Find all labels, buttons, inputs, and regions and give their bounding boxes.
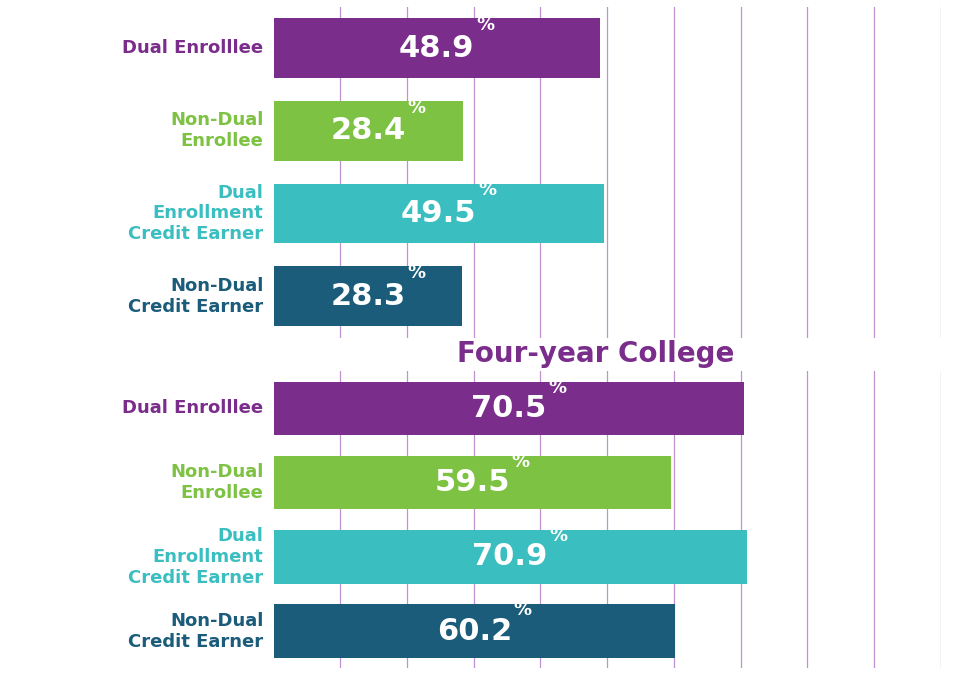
Bar (274, 604, 675, 658)
Text: Dual Enrolllee: Dual Enrolllee (123, 39, 264, 57)
Bar (274, 101, 463, 161)
Text: Non-Dual
Enrollee: Non-Dual Enrollee (170, 463, 264, 502)
Text: %: % (514, 601, 532, 620)
Text: 48.9: 48.9 (399, 34, 474, 63)
Text: %: % (408, 99, 426, 117)
Text: Dual
Enrollment
Credit Earner: Dual Enrollment Credit Earner (129, 184, 264, 243)
Text: %: % (407, 264, 425, 282)
Text: %: % (476, 16, 494, 34)
Text: %: % (512, 453, 530, 471)
Text: %: % (548, 379, 566, 397)
Text: Non-Dual
Enrollee: Non-Dual Enrollee (170, 111, 264, 150)
Text: 49.5: 49.5 (401, 199, 476, 228)
Text: 60.2: 60.2 (437, 617, 512, 645)
Bar (274, 184, 604, 243)
Text: 70.5: 70.5 (471, 394, 546, 423)
Text: 28.4: 28.4 (330, 116, 406, 145)
Bar (274, 381, 744, 435)
Text: 59.5: 59.5 (434, 468, 510, 497)
Text: %: % (549, 527, 567, 545)
Bar (274, 267, 463, 326)
Text: 28.3: 28.3 (330, 281, 405, 310)
Text: Dual
Enrollment
Credit Earner: Dual Enrollment Credit Earner (129, 527, 264, 587)
Bar (274, 456, 671, 510)
Text: Non-Dual
Credit Earner: Non-Dual Credit Earner (129, 612, 264, 651)
Bar (274, 530, 747, 584)
Text: 70.9: 70.9 (472, 543, 548, 571)
Text: %: % (478, 182, 496, 199)
Text: Four-year College: Four-year College (457, 340, 733, 369)
Text: Dual Enrolllee: Dual Enrolllee (123, 400, 264, 417)
Text: Non-Dual
Credit Earner: Non-Dual Credit Earner (129, 277, 264, 315)
Bar (274, 18, 600, 78)
